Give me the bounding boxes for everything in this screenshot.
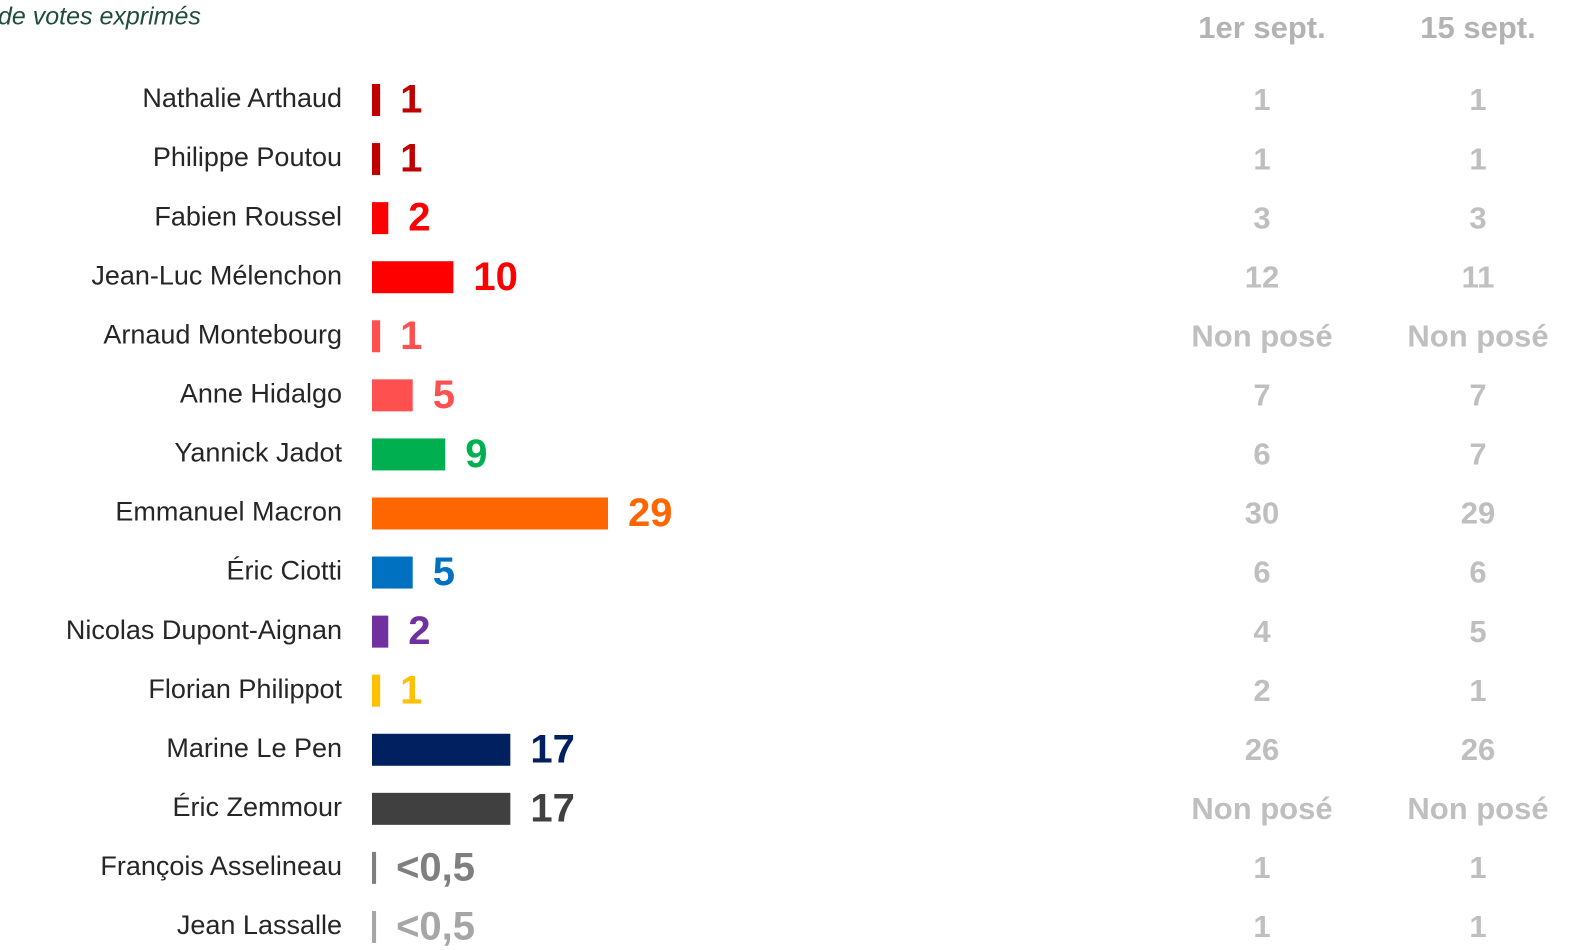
previous-value: 1 bbox=[1253, 141, 1270, 176]
bar bbox=[372, 851, 377, 884]
category-label: Philippe Poutou bbox=[153, 142, 342, 172]
bar bbox=[372, 556, 413, 589]
bar bbox=[372, 379, 413, 412]
previous-value: Non posé bbox=[1407, 791, 1548, 826]
value-label: 1 bbox=[400, 78, 422, 122]
category-label: Jean-Luc Mélenchon bbox=[91, 260, 342, 290]
previous-value: 1 bbox=[1469, 850, 1486, 885]
category-label: Florian Philippot bbox=[148, 674, 342, 704]
category-label: Nicolas Dupont-Aignan bbox=[66, 615, 342, 645]
value-label: <0,5 bbox=[396, 905, 475, 949]
previous-value: 7 bbox=[1469, 378, 1486, 413]
previous-value: 1 bbox=[1469, 673, 1486, 708]
bar bbox=[372, 438, 446, 471]
bar bbox=[372, 733, 511, 766]
value-label: 5 bbox=[433, 373, 455, 417]
category-label: Yannick Jadot bbox=[174, 438, 342, 468]
value-label: 17 bbox=[530, 786, 575, 830]
previous-value: Non posé bbox=[1191, 791, 1332, 826]
previous-value: 1 bbox=[1469, 141, 1486, 176]
previous-value: 11 bbox=[1462, 259, 1495, 294]
value-label: 9 bbox=[465, 432, 487, 476]
previous-value: 26 bbox=[1461, 732, 1495, 767]
previous-value: 4 bbox=[1253, 614, 1271, 649]
previous-value: 29 bbox=[1461, 496, 1495, 531]
category-label: Jean Lassalle bbox=[177, 910, 342, 940]
previous-value: 26 bbox=[1245, 732, 1279, 767]
value-label: 5 bbox=[433, 550, 455, 594]
value-label: 29 bbox=[628, 491, 673, 535]
previous-value: 1 bbox=[1253, 82, 1270, 117]
column-header: 1er sept. bbox=[1198, 10, 1326, 45]
previous-value: 7 bbox=[1253, 378, 1270, 413]
value-label: 1 bbox=[400, 314, 422, 358]
bar bbox=[372, 615, 389, 648]
previous-value: 5 bbox=[1469, 614, 1486, 649]
bar bbox=[372, 202, 389, 235]
subtitle: de votes exprimés bbox=[0, 3, 201, 31]
category-label: Éric Ciotti bbox=[226, 556, 342, 586]
category-label: Arnaud Montebourg bbox=[103, 319, 342, 349]
previous-value: 1 bbox=[1253, 850, 1270, 885]
bar bbox=[372, 320, 381, 353]
bar bbox=[372, 910, 377, 943]
previous-value: 7 bbox=[1469, 437, 1486, 472]
previous-value: 6 bbox=[1469, 555, 1486, 590]
category-label: Éric Zemmour bbox=[172, 792, 342, 822]
category-label: Marine Le Pen bbox=[166, 733, 342, 763]
previous-value: 3 bbox=[1469, 200, 1486, 235]
value-label: 17 bbox=[530, 727, 575, 771]
bar bbox=[372, 261, 454, 294]
previous-value: 6 bbox=[1253, 437, 1270, 472]
category-label: Anne Hidalgo bbox=[180, 378, 342, 408]
category-label: Emmanuel Macron bbox=[115, 497, 342, 527]
previous-value: Non posé bbox=[1191, 318, 1332, 353]
value-label: <0,5 bbox=[396, 845, 475, 889]
bar bbox=[372, 84, 381, 116]
previous-value: 1 bbox=[1253, 909, 1270, 944]
bar bbox=[372, 143, 381, 176]
value-label: 10 bbox=[473, 255, 517, 299]
category-label: Nathalie Arthaud bbox=[142, 83, 342, 113]
previous-value: Non posé bbox=[1407, 318, 1548, 353]
value-label: 2 bbox=[408, 196, 430, 240]
previous-value: 1 bbox=[1469, 909, 1486, 944]
bar bbox=[372, 497, 608, 530]
value-label: 1 bbox=[400, 668, 422, 712]
previous-value: 30 bbox=[1245, 496, 1279, 531]
previous-value: 3 bbox=[1253, 200, 1270, 235]
value-label: 2 bbox=[408, 609, 430, 653]
bar bbox=[372, 674, 381, 707]
previous-value: 2 bbox=[1253, 673, 1270, 708]
previous-value: 6 bbox=[1253, 555, 1270, 590]
value-label: 1 bbox=[400, 137, 422, 181]
bar bbox=[372, 792, 511, 825]
category-label: Fabien Roussel bbox=[154, 201, 342, 231]
previous-value: 12 bbox=[1245, 259, 1279, 294]
category-label: François Asselineau bbox=[100, 851, 342, 881]
column-header: 15 sept. bbox=[1420, 10, 1535, 45]
previous-value: 1 bbox=[1469, 82, 1486, 117]
